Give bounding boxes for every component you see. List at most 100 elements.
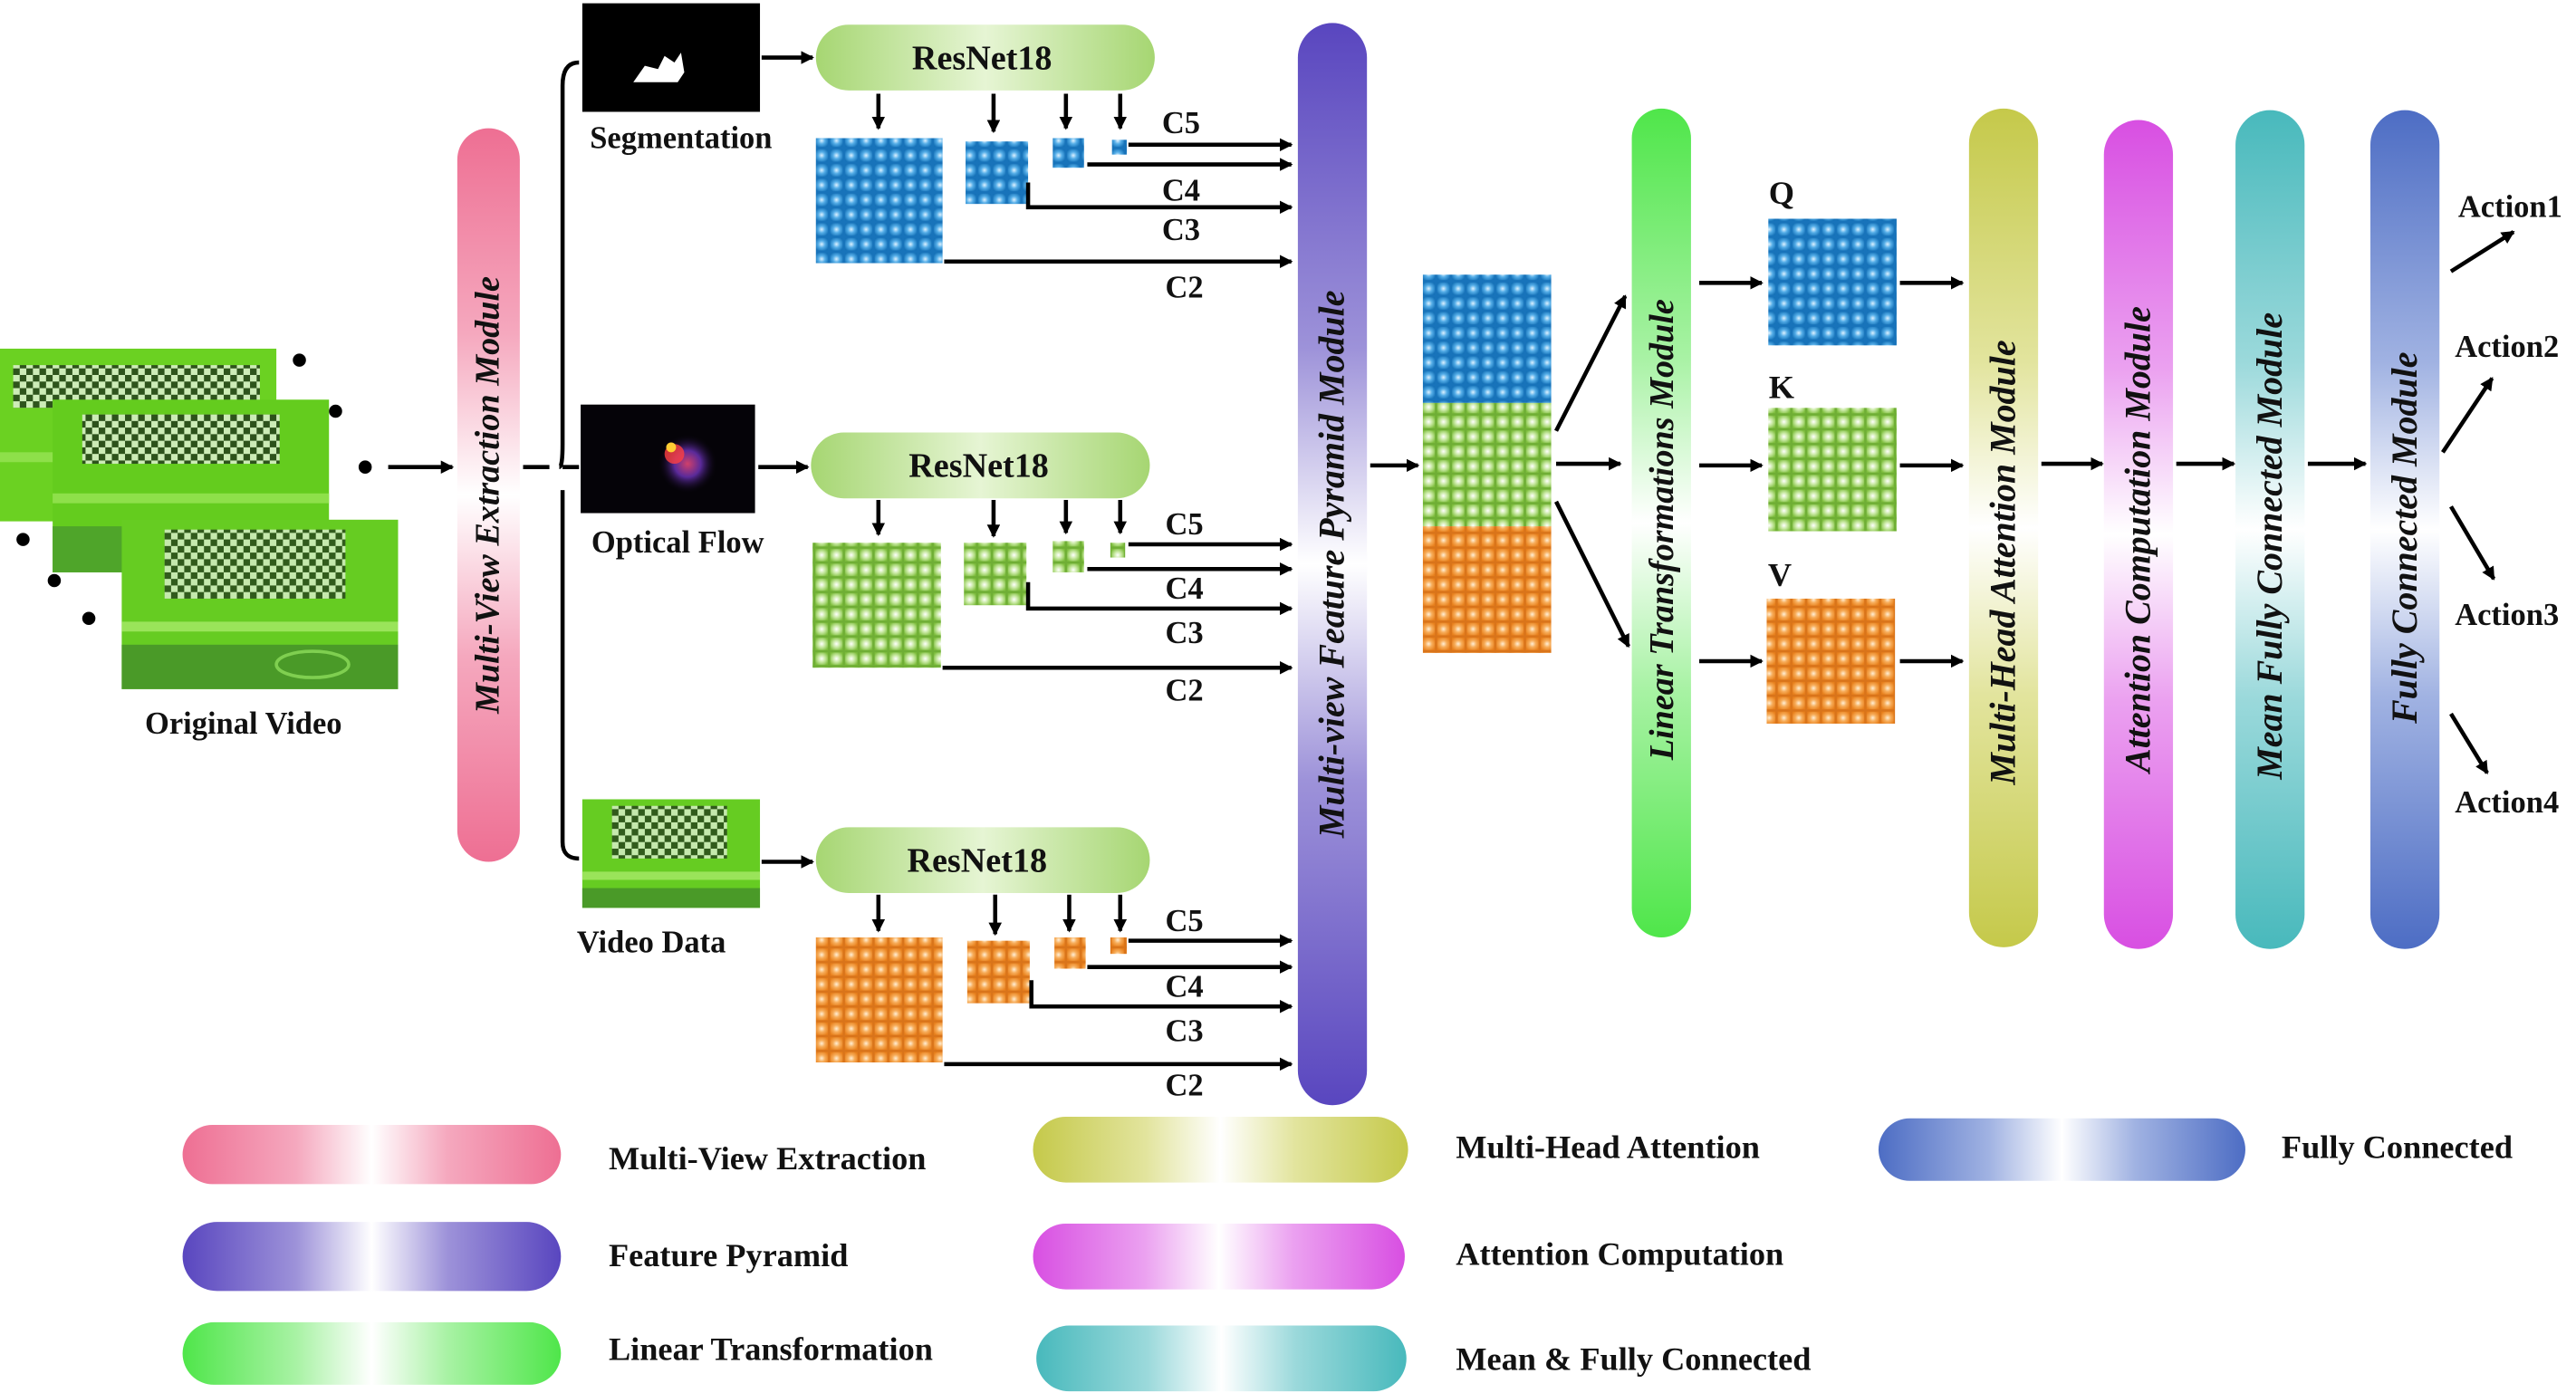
multi-head-attention-module: [1968, 108, 2039, 947]
query-label: Q: [1769, 175, 1794, 211]
query-matrix: [1768, 218, 1897, 346]
legend-label: Feature Pyramid: [609, 1237, 848, 1273]
level-c3-label: C3: [1165, 1014, 1203, 1048]
multi-view-extraction-module: [457, 128, 520, 862]
linear-transformations-module-label: Linear Transformations Module: [1643, 299, 1681, 761]
action3-label: Action3: [2455, 598, 2559, 632]
ellipsis-dot: [82, 611, 96, 626]
legend-item: Linear Transformation: [182, 1321, 933, 1385]
fused-video-features: [1422, 526, 1552, 653]
legend-swatch: [182, 1321, 562, 1385]
branch-brace: [523, 60, 580, 861]
feature-pyramid-module: [1297, 23, 1368, 1106]
fused-segmentation-features: [1422, 274, 1552, 403]
legend-item: Multi-View Extraction: [182, 1125, 926, 1185]
fused-feature-stack: [1422, 274, 1552, 653]
resnet18-label: ResNet18: [912, 39, 1053, 77]
feature-map-c3: [966, 940, 1030, 1004]
legend-label: Mean & Fully Connected: [1456, 1341, 1811, 1378]
level-c5-label: C5: [1162, 106, 1200, 140]
feature-map-c2: [812, 543, 941, 668]
fused-optical-flow-features: [1422, 402, 1552, 527]
arrow: [1029, 980, 1293, 1014]
feature-pyramid-module-label: Multi-view Feature Pyramid Module: [1312, 291, 1352, 840]
feature-map-c2: [815, 937, 943, 1063]
level-c5-label: C5: [1165, 507, 1203, 542]
resnet18-block: [815, 24, 1155, 91]
segmentation-label: Segmentation: [590, 120, 772, 155]
ellipsis-dot: [47, 573, 62, 588]
resnet18-label: ResNet18: [907, 841, 1047, 879]
arrow: [1553, 500, 1630, 648]
arrow: [1554, 294, 1628, 432]
multi-view-extraction-module-label: Multi-View Extraction Module: [468, 276, 506, 715]
legend-swatch: [182, 1222, 562, 1292]
multi-head-attention-module-label: Multi-Head Attention Module: [1983, 340, 2023, 785]
feature-map-c5: [1110, 937, 1128, 955]
arrow: [1025, 182, 1293, 215]
legend-item: Multi-Head Attention: [1033, 1116, 1760, 1183]
optical-flow-label: Optical Flow: [591, 525, 764, 560]
level-c5-label: C5: [1165, 904, 1203, 938]
video-data-label: Video Data: [577, 925, 726, 959]
original-video-label: Original Video: [145, 706, 342, 741]
legend-label: Linear Transformation: [609, 1331, 933, 1368]
resnet18-block: [811, 432, 1150, 499]
legend-swatch: [1033, 1223, 1405, 1290]
feature-map-c4: [1054, 937, 1086, 969]
fully-connected-module: [2369, 110, 2440, 949]
attention-computation-module: [2103, 120, 2174, 949]
video-data-image: [582, 799, 761, 908]
segmentation-branch: ResNet18 C5 C4 C3 C2: [815, 24, 1293, 305]
arrow: [2441, 377, 2494, 454]
key-matrix: [1768, 408, 1897, 532]
arrow: [2449, 712, 2489, 774]
legend-label: Fully Connected: [2282, 1129, 2513, 1165]
video-data-branch: ResNet18 C5 C4 C3 C2: [815, 827, 1293, 1102]
ellipsis-dot: [293, 353, 306, 367]
original-video-stack: [0, 348, 399, 689]
level-c4-label: C4: [1162, 174, 1200, 208]
fully-connected-module-label: Fully Connected Module: [2384, 352, 2425, 725]
feature-map-c3: [964, 543, 1027, 606]
optical-flow-image: [581, 404, 755, 514]
level-c3-label: C3: [1165, 616, 1203, 650]
legend: Multi-View Extraction Multi-Head Attenti…: [182, 1116, 2513, 1392]
level-c2-label: C2: [1165, 1068, 1203, 1102]
action4-label: Action4: [2455, 785, 2559, 820]
legend-item: Feature Pyramid: [182, 1222, 848, 1292]
arrow: [2449, 230, 2515, 274]
feature-map-c4: [1053, 541, 1084, 572]
attention-computation-module-label: Attention Computation Module: [2118, 306, 2158, 775]
video-frame: [121, 519, 399, 689]
feature-map-c5: [1111, 139, 1128, 155]
linear-transformations-module: [1631, 108, 1691, 938]
level-c4-label: C4: [1165, 572, 1203, 606]
level-c4-label: C4: [1165, 969, 1203, 1004]
feature-map-c3: [966, 141, 1029, 205]
value-label: V: [1768, 556, 1792, 592]
feature-map-c5: [1110, 543, 1126, 558]
legend-item: Fully Connected: [1878, 1118, 2513, 1181]
arrow: [1025, 581, 1293, 616]
legend-swatch: [1033, 1116, 1408, 1183]
legend-label: Multi-Head Attention: [1456, 1129, 1760, 1165]
ellipsis-dot: [358, 460, 372, 474]
legend-item: Mean & Fully Connected: [1036, 1325, 1811, 1392]
legend-label: Multi-View Extraction: [609, 1140, 926, 1177]
feature-map-c2: [815, 138, 943, 264]
ellipsis-dot: [329, 404, 342, 418]
level-c2-label: C2: [1165, 674, 1203, 708]
resnet18-block: [815, 827, 1150, 893]
value-matrix: [1766, 598, 1896, 724]
ellipsis-dot: [16, 533, 30, 546]
legend-swatch: [1036, 1325, 1407, 1392]
mean-fully-connected-module: [2235, 110, 2305, 949]
key-label: K: [1769, 369, 1794, 405]
optical-flow-branch: ResNet18 C5 C4 C3 C2: [811, 432, 1293, 708]
level-c2-label: C2: [1165, 271, 1203, 305]
feature-map-c4: [1053, 138, 1084, 168]
arrow: [2449, 505, 2496, 581]
